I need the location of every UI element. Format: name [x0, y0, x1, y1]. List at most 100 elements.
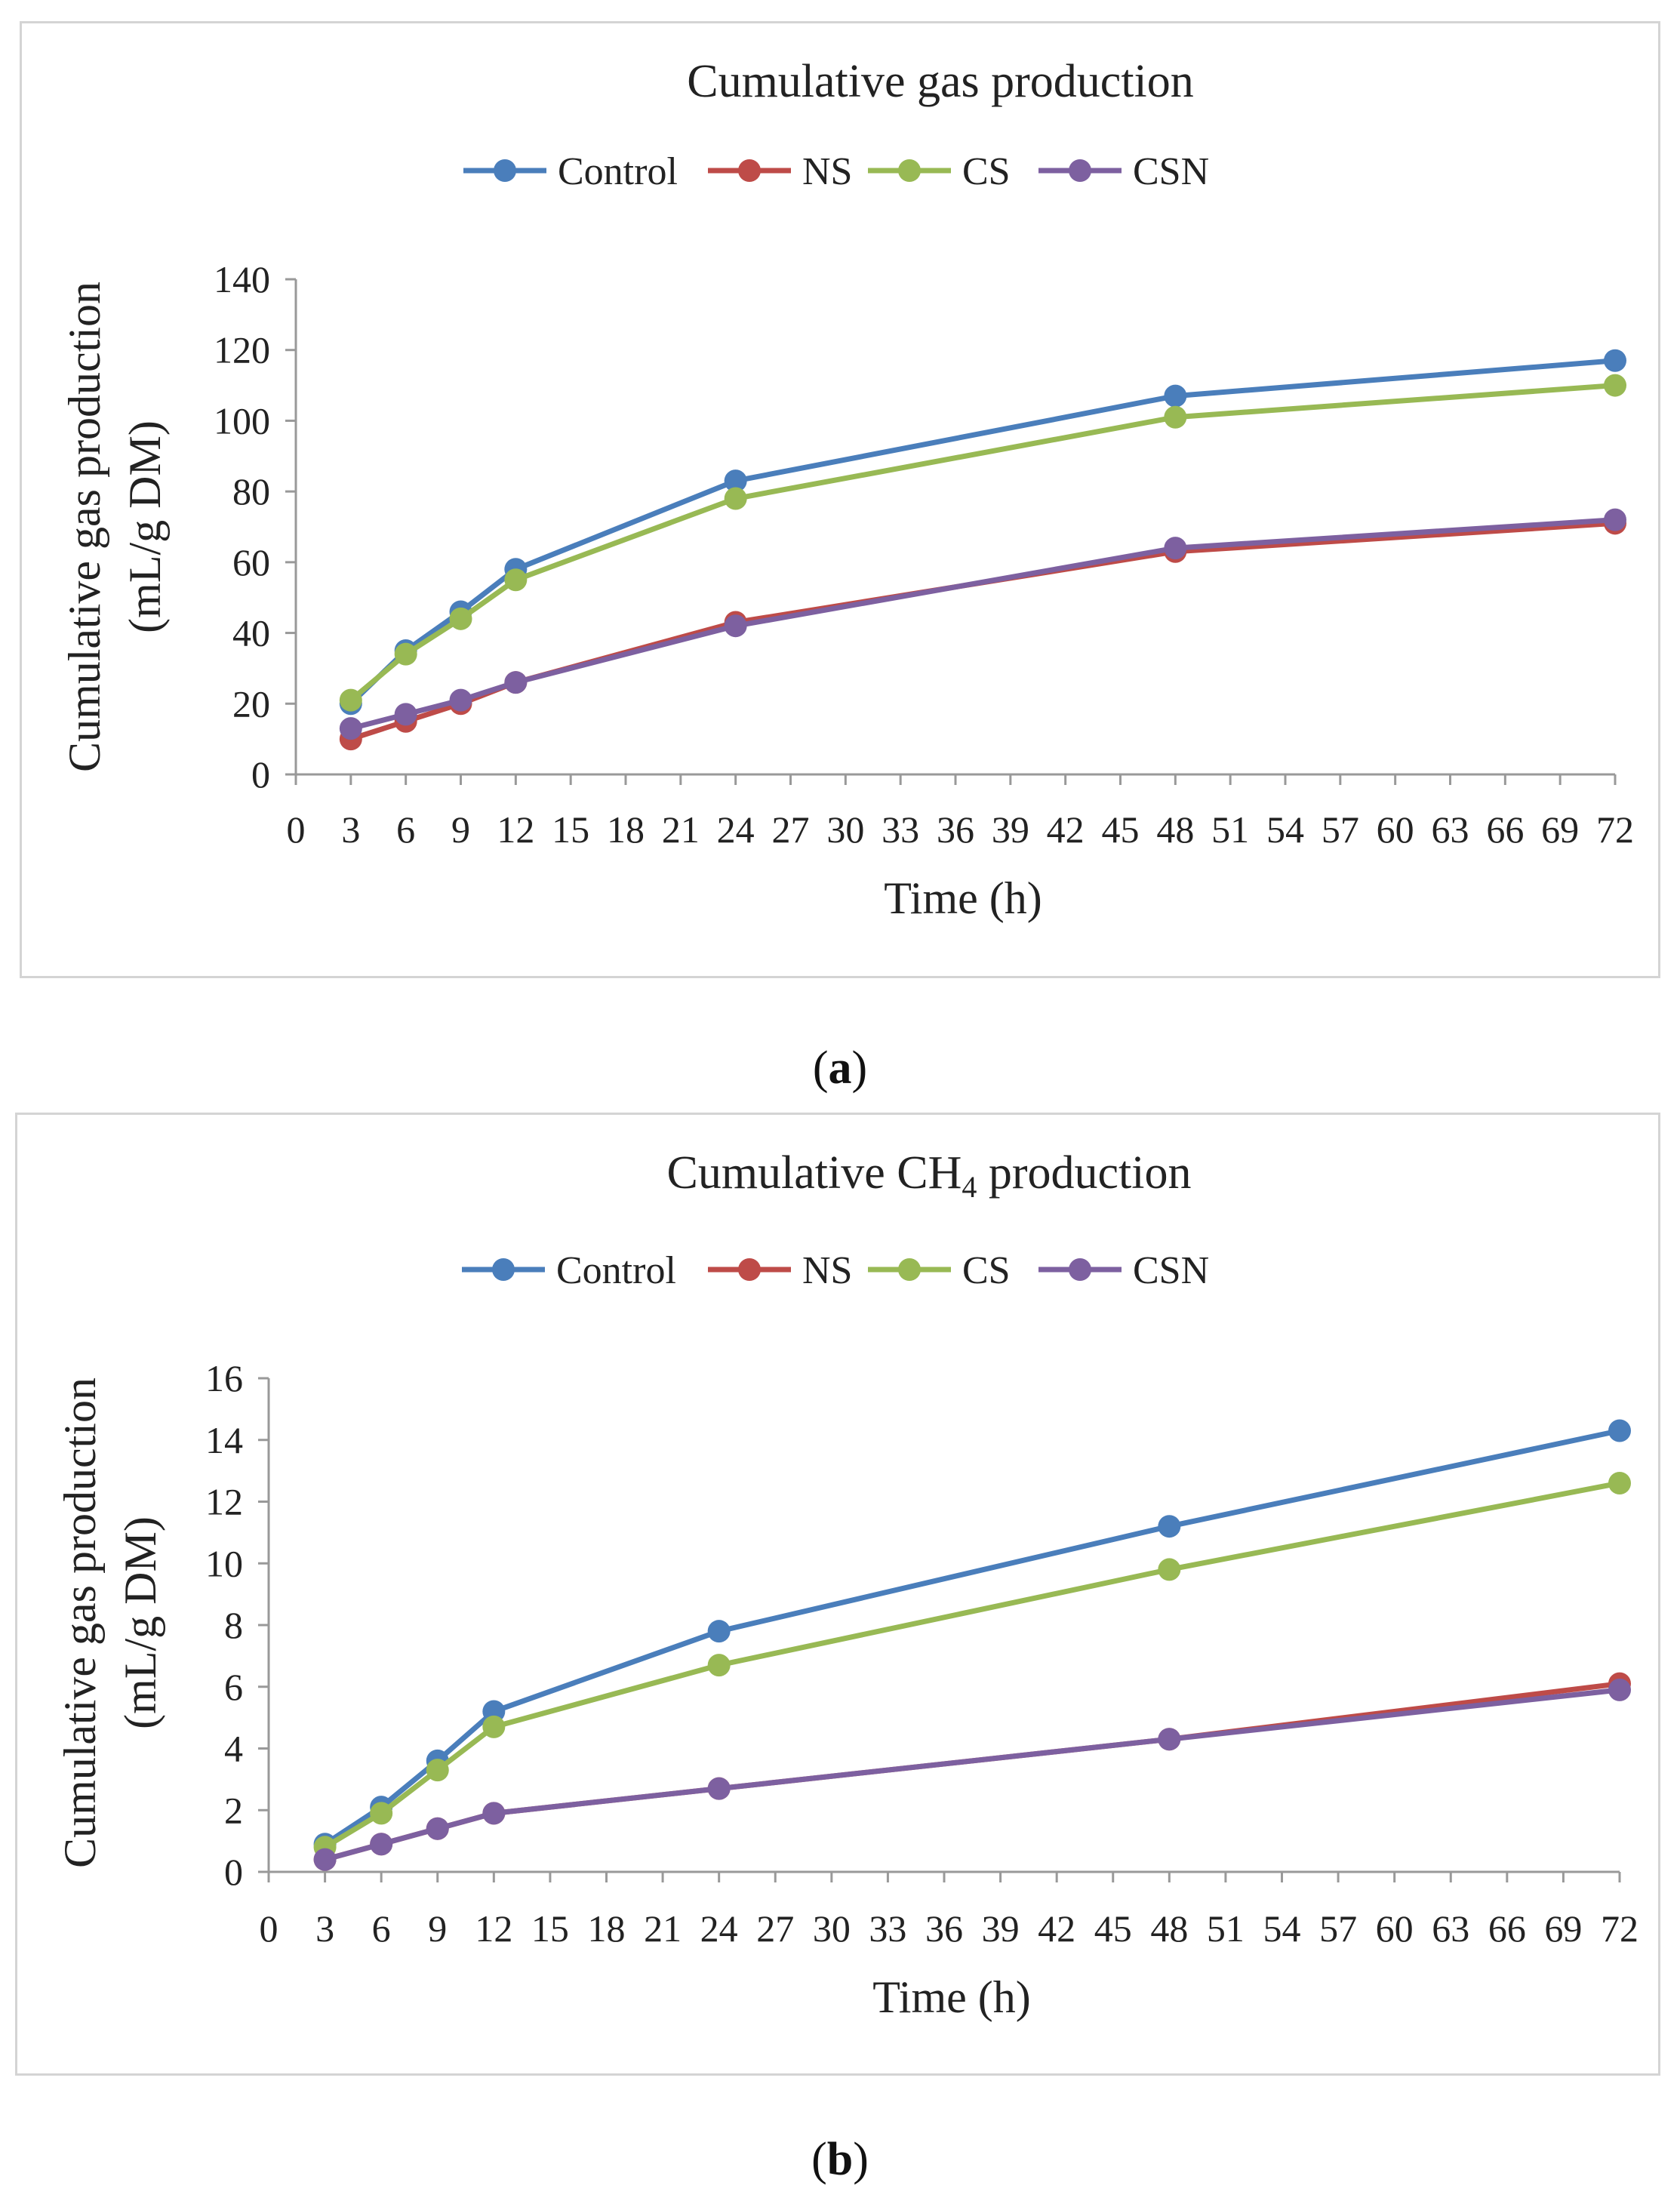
data-point-csn	[1158, 1728, 1181, 1751]
legend-label-ns: NS	[802, 1249, 852, 1292]
y-tick-label: 40	[232, 612, 270, 654]
x-tick-label: 0	[260, 1907, 278, 1950]
series-line-ns	[349, 520, 1616, 742]
panel-caption-a: (a)	[812, 1042, 868, 1094]
x-tick-label: 27	[772, 808, 810, 851]
x-tick-label: 39	[982, 1907, 1020, 1950]
x-tick-label: 9	[451, 808, 470, 851]
data-point-csn	[707, 1777, 731, 1800]
x-tick-label: 42	[1047, 808, 1085, 851]
legend-label-csn: CSN	[1133, 1249, 1209, 1292]
x-tick-label: 45	[1094, 1907, 1132, 1950]
data-point-cs	[370, 1802, 393, 1825]
chart-panel-b	[15, 1113, 1660, 2076]
x-tick-label: 24	[717, 808, 755, 851]
x-tick-label: 15	[531, 1907, 569, 1950]
data-point-control	[1164, 384, 1187, 408]
legend-marker-cs	[898, 159, 921, 182]
panel-caption-a-letter: a	[828, 1042, 852, 1094]
x-tick-label: 39	[992, 808, 1029, 851]
series-line-csn	[324, 1687, 1620, 1863]
legend-marker-control	[492, 1258, 515, 1281]
chart-b: Cumulative CH4 production Control NS CS CSN 0…	[55, 1147, 1638, 2022]
y-tick-label: 120	[214, 329, 270, 371]
panel-caption-b: (b)	[811, 2134, 869, 2185]
x-tick-label: 72	[1596, 808, 1634, 851]
x-tick-label: 30	[813, 1907, 851, 1950]
x-axis-label: Time (h)	[884, 873, 1042, 923]
x-tick-label: 63	[1432, 808, 1469, 851]
chart-title-subscript: 4	[962, 1170, 977, 1204]
x-tick-label: 66	[1488, 1907, 1526, 1950]
data-point-csn	[1604, 508, 1626, 531]
x-tick-label: 54	[1263, 1907, 1301, 1950]
legend-label-control: Control	[556, 1249, 676, 1292]
series-line-cs	[323, 1480, 1620, 1850]
x-tick-label: 33	[869, 1907, 906, 1950]
x-tick-label: 51	[1211, 808, 1249, 851]
legend-label-control: Control	[558, 150, 678, 193]
chart-panel-a	[20, 21, 1660, 978]
x-tick-label: 6	[396, 808, 415, 851]
data-point-cs	[449, 607, 472, 630]
x-tick-label: 54	[1266, 808, 1304, 851]
x-tick-label: 33	[882, 808, 919, 851]
y-tick-label: 12	[205, 1481, 243, 1523]
data-point-cs	[426, 1759, 449, 1782]
x-tick-label: 24	[700, 1907, 738, 1950]
chart-title: Cumulative CH4 production	[666, 1147, 1191, 1204]
y-tick-label: 140	[214, 258, 270, 300]
data-point-cs	[1608, 1471, 1631, 1494]
data-point-cs	[1164, 405, 1187, 429]
data-point-cs	[394, 642, 417, 666]
x-tick-label: 21	[644, 1907, 682, 1950]
x-tick-label: 63	[1432, 1907, 1469, 1950]
y-tick-label: 4	[224, 1728, 243, 1770]
x-tick-label: 18	[607, 808, 645, 851]
data-point-cs	[482, 1715, 506, 1738]
data-point-cs	[707, 1654, 731, 1677]
data-point-control	[1604, 349, 1626, 372]
y-tick-label: 100	[214, 399, 270, 442]
x-tick-label: 15	[552, 808, 589, 851]
x-tick-label: 36	[925, 1907, 963, 1950]
data-point-csn	[1164, 537, 1187, 560]
y-axis-label-line2: (mL/g DM)	[115, 1516, 165, 1729]
legend-marker-ns	[738, 159, 761, 182]
x-tick-label: 48	[1150, 1907, 1188, 1950]
legend-label-csn: CSN	[1133, 150, 1209, 193]
series-line-control	[323, 1428, 1620, 1847]
y-tick-label: 6	[224, 1666, 243, 1708]
y-tick-label: 20	[232, 682, 270, 725]
series-line-csn	[349, 517, 1616, 731]
data-point-cs	[1604, 374, 1626, 397]
y-tick-label: 2	[224, 1789, 243, 1831]
y-axis-label-line2: (mL/g DM)	[120, 420, 170, 633]
x-tick-label: 18	[588, 1907, 626, 1950]
chart-title-suffix: production	[977, 1147, 1191, 1199]
x-tick-label: 48	[1156, 808, 1194, 851]
data-point-cs	[1158, 1558, 1181, 1581]
x-tick-label: 60	[1377, 808, 1414, 851]
x-tick-label: 66	[1486, 808, 1524, 851]
x-tick-label: 0	[287, 808, 306, 851]
legend-marker-csn	[1069, 159, 1091, 182]
legend-marker-control	[494, 159, 516, 182]
data-point-csn	[394, 703, 417, 726]
x-tick-label: 51	[1207, 1907, 1245, 1950]
data-point-csn	[449, 688, 472, 712]
legend-label-ns: NS	[802, 150, 852, 193]
y-axis-label-line1: Cumulative gas production	[60, 282, 109, 772]
y-tick-label: 10	[205, 1542, 243, 1584]
x-tick-label: 72	[1601, 1907, 1638, 1950]
y-tick-label: 14	[205, 1419, 243, 1461]
y-tick-label: 0	[224, 1851, 243, 1893]
legend-label-cs: CS	[962, 150, 1011, 193]
y-tick-label: 80	[232, 470, 270, 513]
x-tick-label: 57	[1319, 1907, 1357, 1950]
data-point-control	[724, 469, 747, 493]
x-tick-label: 36	[937, 808, 974, 851]
y-tick-label: 16	[205, 1357, 243, 1399]
data-point-csn	[426, 1817, 449, 1840]
